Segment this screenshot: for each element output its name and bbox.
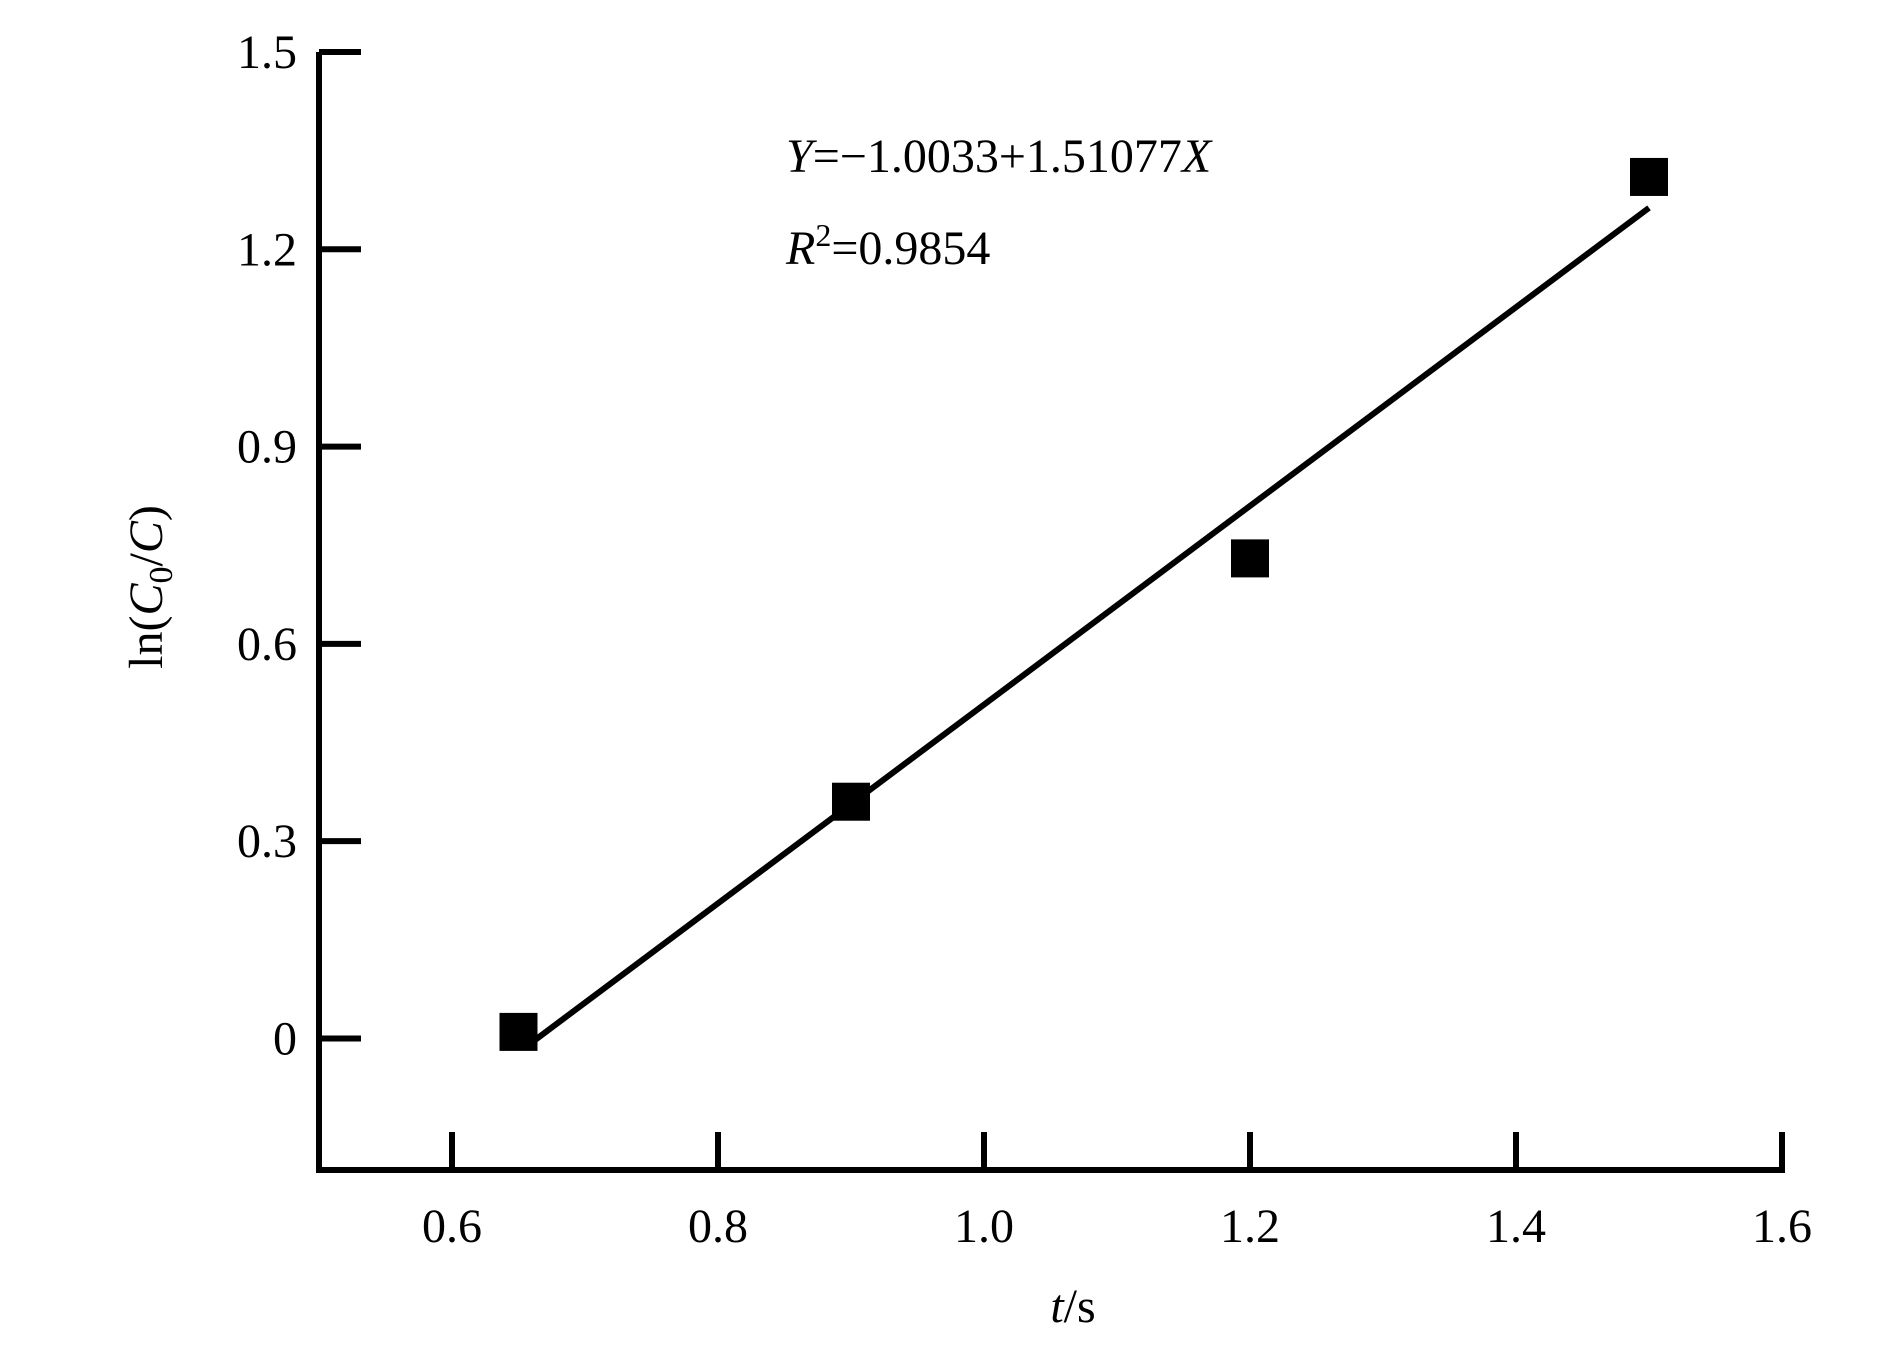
x-tick-label: 0.6 [422,1200,482,1253]
y-tick-label: 0.9 [237,421,297,474]
y-axis-title: ln(C0/C) [120,505,180,669]
x-axis-title: t/s [1050,1280,1095,1333]
y-tick-label: 1.2 [237,223,297,276]
eq-body: =−1.0033+1.51077 [813,130,1182,183]
y-tick-label: 0 [273,1012,297,1065]
data-point [832,782,870,821]
x-tick-label: 1.0 [954,1200,1014,1253]
y-title-pre: ln( [120,616,173,669]
r-body: =0.9854 [831,222,990,275]
y-title-post: ) [120,505,173,521]
eq-x: X [1180,130,1213,183]
fit-line [530,205,1651,1045]
data-point [1231,539,1269,578]
y-title-sub: 0 [143,567,180,584]
x-title-rest: /s [1064,1280,1096,1333]
eq-y: Y [786,130,817,183]
r: R [785,222,815,275]
x-title-italic: t [1050,1280,1065,1333]
r-squared: R2=0.9854 [785,217,990,275]
y-tick-label: 0.3 [237,815,297,868]
data-point [1630,157,1668,196]
x-tick-label: 1.2 [1220,1200,1280,1253]
y-title-c: C [120,520,173,553]
y-tick-label: 1.5 [237,26,297,79]
x-tick-label: 0.8 [688,1200,748,1253]
r-sup: 2 [815,217,831,253]
equation: Y=−1.0033+1.51077X [786,130,1213,183]
x-tick-label: 1.4 [1486,1200,1546,1253]
y-tick-label: 0.6 [237,618,297,671]
y-title-slash: / [120,553,173,567]
data-point [499,1012,538,1051]
y-title-c0: C [120,583,173,616]
x-tick-label: 1.6 [1752,1200,1812,1253]
